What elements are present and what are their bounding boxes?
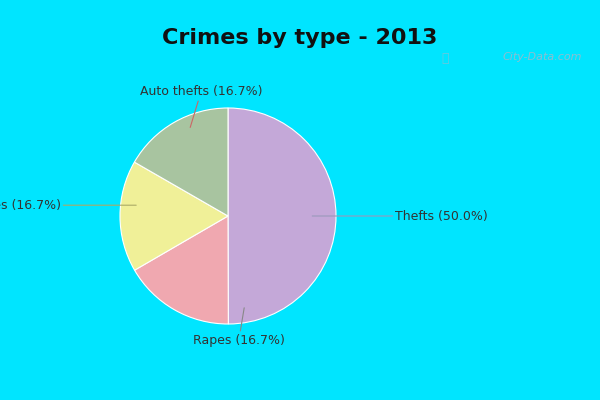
- Wedge shape: [134, 108, 228, 216]
- Text: ⓘ: ⓘ: [441, 52, 449, 65]
- Text: Crimes by type - 2013: Crimes by type - 2013: [163, 28, 437, 48]
- Wedge shape: [228, 108, 336, 324]
- Text: Thefts (50.0%): Thefts (50.0%): [312, 210, 488, 222]
- Text: Rapes (16.7%): Rapes (16.7%): [193, 308, 285, 347]
- Text: Auto thefts (16.7%): Auto thefts (16.7%): [140, 85, 262, 128]
- Text: City-Data.com: City-Data.com: [503, 52, 582, 62]
- Text: Burglaries (16.7%): Burglaries (16.7%): [0, 199, 136, 212]
- Wedge shape: [120, 162, 228, 270]
- Wedge shape: [134, 216, 229, 324]
